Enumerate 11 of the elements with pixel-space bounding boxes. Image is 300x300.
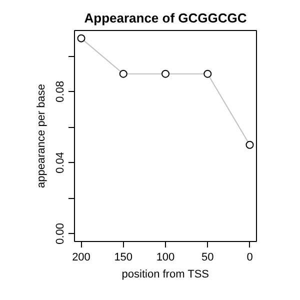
- x-tick-label: 150: [114, 252, 133, 264]
- x-tick-label: 200: [72, 252, 90, 264]
- x-tick-label: 100: [156, 252, 175, 264]
- y-tick-label: 0.00: [54, 222, 66, 244]
- x-tick-label: 50: [202, 252, 214, 264]
- y-axis-title: appearance per base: [36, 84, 48, 188]
- y-tick-label: 0.08: [54, 80, 66, 102]
- x-axis-title: position from TSS: [122, 268, 210, 280]
- y-tick-label: 0.04: [54, 152, 66, 174]
- x-tick-label: 0: [246, 252, 253, 264]
- chart-title: Appearance of GCGGCGC: [84, 10, 248, 26]
